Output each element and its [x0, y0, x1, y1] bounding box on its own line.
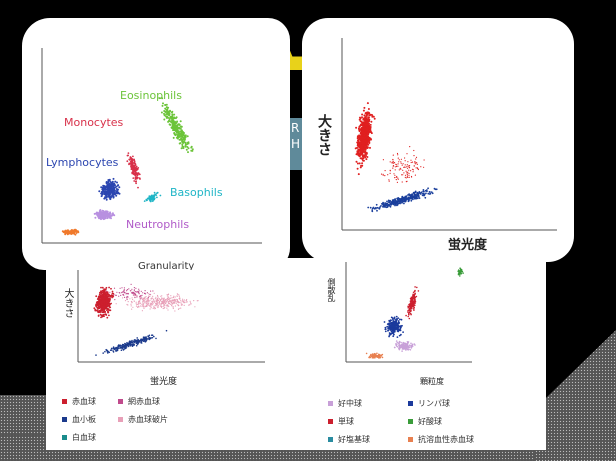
panel3-ylabel: 大きさ: [62, 288, 73, 318]
panel4-scatter-svg: [345, 262, 472, 363]
panel4-legend-item: 好中球: [328, 398, 362, 409]
point-cloud: [365, 352, 384, 359]
legend-swatch: [328, 419, 333, 424]
point-cloud: [367, 187, 438, 213]
panel4-plot: [340, 258, 480, 370]
legend-swatch: [408, 437, 413, 442]
legend-swatch: [408, 401, 413, 406]
legend-swatch: [62, 417, 67, 422]
label-basophils: Basophils: [170, 186, 223, 199]
panel4-legend-item: 抗溶血性赤血球: [408, 434, 474, 445]
legend-swatch: [118, 417, 123, 422]
legend-label: リンパ球: [418, 399, 450, 408]
panel3-legend-item: 赤血球: [62, 396, 96, 407]
legend-swatch: [118, 399, 123, 404]
legend-label: 単球: [338, 417, 354, 426]
label-eosinophils: Eosinophils: [120, 89, 182, 102]
point-cloud: [380, 146, 425, 183]
point-cloud: [143, 191, 162, 203]
panel3-plot: [60, 262, 270, 370]
legend-label: 抗溶血性赤血球: [418, 435, 474, 444]
legend-swatch: [62, 435, 67, 440]
point-cloud: [115, 292, 199, 312]
panel3-legend-item: 赤血球破片: [118, 414, 168, 425]
point-cloud: [126, 152, 141, 189]
label-neutrophils: Neutrophils: [126, 218, 190, 231]
panel3-xlabel: 蛍光度: [150, 377, 178, 387]
card2-xlabel: 蛍光度: [448, 238, 488, 253]
point-cloud: [98, 177, 121, 201]
legend-label: 赤血球破片: [128, 415, 168, 424]
lower-panel: [46, 258, 546, 450]
point-cloud: [354, 102, 376, 176]
label-lymphocytes: Lymphocytes: [46, 156, 119, 169]
panel3-legend-item: 血小板: [62, 414, 96, 425]
point-cloud: [93, 286, 115, 319]
teal-caption-line-1: R: [291, 121, 300, 135]
legend-label: 赤血球: [72, 397, 96, 406]
panel4-legend-item: 好塩基球: [328, 434, 370, 445]
card-leukocyte-scatter: Eosinophils Monocytes Lymphocytes Basoph…: [22, 18, 290, 270]
label-monocytes: Monocytes: [64, 116, 124, 129]
legend-swatch: [328, 401, 333, 406]
card2-scatter-svg: [341, 38, 557, 231]
legend-swatch: [328, 437, 333, 442]
teal-caption-line-2: H: [291, 137, 301, 151]
legend-swatch: [408, 419, 413, 424]
label-xaxis: Granularity: [138, 261, 195, 270]
point-cloud: [158, 97, 194, 154]
card1-scatter-svg: [41, 48, 262, 244]
card2-ylabel: 大きさ: [316, 114, 332, 156]
dither-band-right: [535, 330, 616, 461]
legend-label: 好中球: [338, 399, 362, 408]
point-cloud: [457, 267, 464, 277]
panel3-legend-item: 白血球: [62, 432, 96, 443]
panel4-ylabel: 側散乱: [327, 278, 336, 302]
point-cloud: [106, 283, 154, 301]
legend-swatch: [62, 399, 67, 404]
panel4-legend-item: 単球: [328, 416, 354, 427]
panel3-legend-item: 網赤血球: [118, 396, 160, 407]
panel3-scatter-svg: [77, 266, 265, 363]
point-cloud: [405, 286, 420, 320]
point-cloud: [61, 228, 80, 236]
legend-label: 好塩基球: [338, 435, 370, 444]
legend-label: 白血球: [72, 433, 96, 442]
point-cloud: [393, 340, 416, 352]
panel4-legend-item: 好酸球: [408, 416, 442, 427]
panel4-xlabel: 顆粒度: [420, 377, 444, 386]
panel4-legend-item: リンパ球: [408, 398, 450, 409]
legend-label: 血小板: [72, 415, 96, 424]
card-rbc-scatter: 大きさ 蛍光度: [302, 18, 574, 262]
point-cloud: [93, 209, 116, 221]
point-cloud: [383, 315, 404, 338]
legend-label: 網赤血球: [128, 397, 160, 406]
point-cloud: [95, 329, 168, 356]
legend-label: 好酸球: [418, 417, 442, 426]
